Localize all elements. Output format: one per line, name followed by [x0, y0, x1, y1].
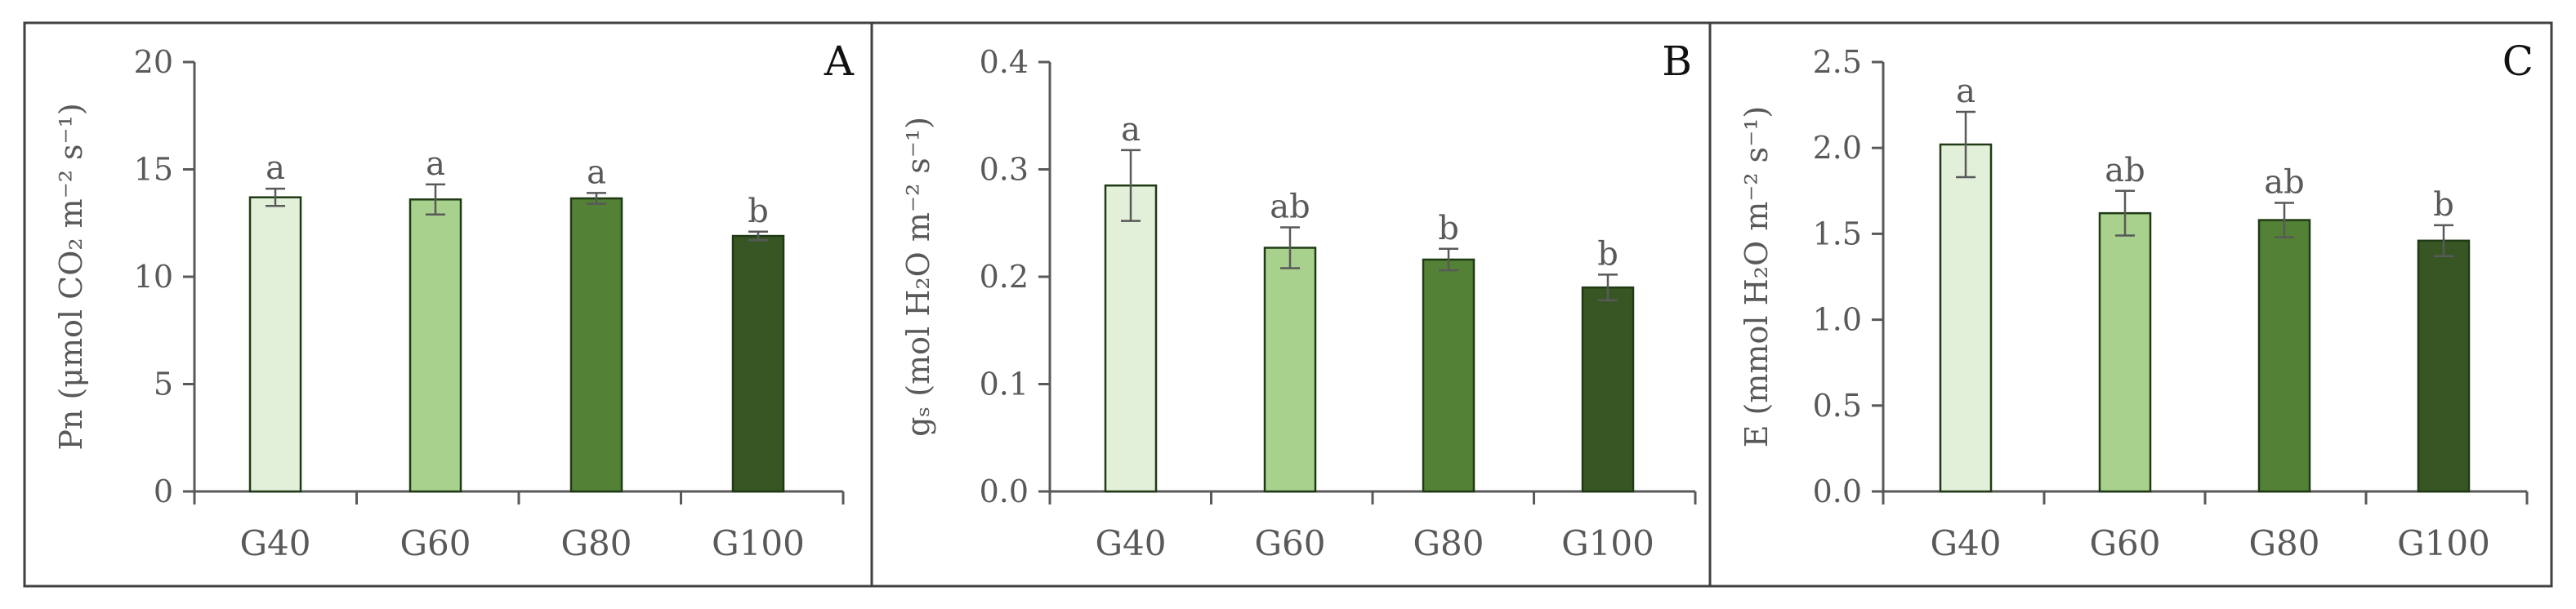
y-tick-label: 0.1	[980, 367, 1029, 402]
y-tick-label: 0.3	[980, 152, 1029, 188]
bar-g40	[248, 196, 302, 493]
x-tick-label: G60	[2090, 523, 2161, 563]
bar-g100	[1581, 286, 1635, 493]
x-tick-label: G60	[400, 523, 471, 563]
y-tick-label: 0.2	[980, 259, 1029, 295]
x-tick-label: G40	[240, 523, 311, 563]
panel-letter: C	[2502, 38, 2534, 85]
panel-letter: A	[824, 38, 855, 85]
significance-letter: ab	[2264, 164, 2304, 202]
significance-letter: b	[748, 193, 769, 230]
y-axis-title: E (mmol H₂O m⁻² s⁻¹)	[1739, 106, 1775, 447]
y-tick-label: 0.5	[1813, 388, 1862, 424]
significance-letter: a	[587, 153, 606, 191]
bar-g40	[1939, 143, 1993, 493]
y-tick-label: 5	[154, 367, 173, 402]
y-tick-label: 0	[154, 473, 173, 509]
y-tick-label: 10	[134, 259, 173, 295]
significance-letter: a	[1121, 111, 1141, 149]
significance-letter: b	[1597, 235, 1618, 273]
x-tick-label: G100	[1561, 523, 1654, 563]
significance-letter: a	[266, 149, 285, 187]
y-tick-label: 0.0	[1813, 473, 1862, 509]
y-tick-label: 1.0	[1813, 302, 1862, 338]
significance-letter: b	[2433, 186, 2454, 224]
y-tick-label: 2.0	[1813, 130, 1862, 166]
significance-letter: ab	[1270, 189, 1310, 226]
y-tick-label: 0.0	[980, 473, 1029, 509]
significance-letter: a	[1956, 73, 1976, 110]
y-axis-title: Pn (μmol CO₂ m⁻² s⁻¹)	[53, 103, 89, 450]
significance-letter: b	[1438, 210, 1459, 247]
x-tick-label: G40	[1096, 523, 1167, 563]
bar-g80	[2257, 219, 2311, 493]
panel-border	[1708, 21, 2553, 588]
x-tick-label: G100	[712, 523, 805, 563]
x-tick-label: G80	[2249, 523, 2320, 563]
bar-g80	[569, 197, 623, 493]
x-tick-label: G60	[1255, 523, 1326, 563]
y-tick-label: 0.4	[980, 44, 1029, 80]
panel-letter: B	[1662, 38, 1692, 85]
bar-g100	[2417, 239, 2471, 493]
y-tick-label: 1.5	[1813, 216, 1862, 251]
bar-g60	[408, 198, 462, 493]
x-tick-label: G100	[2397, 523, 2490, 563]
x-tick-label: G80	[561, 523, 632, 563]
panel-b: 0.0 0.1 0.2 0.3 0.4 a G40 ab G60 b G80 b G100 gₛ (mol…	[870, 21, 1712, 588]
x-tick-label: G80	[1413, 523, 1484, 563]
bar-g60	[2098, 211, 2152, 493]
x-tick-label: G40	[1931, 523, 2002, 563]
y-tick-label: 20	[134, 44, 173, 80]
bar-g100	[731, 234, 785, 493]
bar-g80	[1422, 258, 1476, 493]
y-tick-label: 2.5	[1813, 44, 1862, 80]
y-axis-title: gₛ (mol H₂O m⁻² s⁻¹)	[900, 117, 936, 437]
significance-letter: a	[426, 145, 445, 183]
significance-letter: ab	[2105, 152, 2145, 189]
y-tick-label: 15	[134, 152, 173, 188]
panel-c: 0.0 0.5 1.0 1.5 2.0 2.5 a G40 ab G60 ab G80 b G100 E (…	[1708, 21, 2553, 588]
bar-g60	[1263, 247, 1317, 493]
bar-g40	[1104, 184, 1158, 493]
panel-a: 0 5 10 15 20 a G40 a G60 a G80 b G100 Pn (μmol CO₂ m⁻…	[23, 21, 873, 588]
